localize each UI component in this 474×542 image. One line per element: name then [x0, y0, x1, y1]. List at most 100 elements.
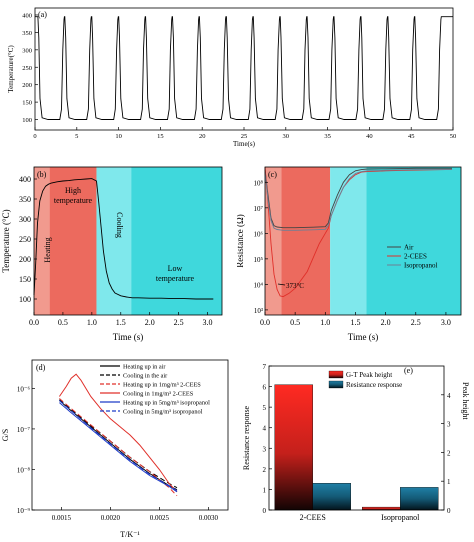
chart-b-region: [96, 167, 132, 315]
chart-c-ytick-label: 10⁵: [254, 256, 264, 264]
chart-a-ylabel: Temperature(°C): [7, 45, 15, 93]
chart-c-xtick-label: 1.5: [350, 318, 360, 327]
chart-a-ytick-label: 150: [22, 100, 32, 107]
chart-a-frame: [34, 7, 454, 131]
chart-b-xlabel: Time (s): [113, 332, 143, 342]
chart-e-bar: [312, 483, 351, 511]
chart-e-ylabel: Resistance response: [242, 405, 251, 470]
chart-e-ytick-label: 6: [263, 384, 267, 392]
chart-d-xtick-label: 0.0025: [150, 514, 170, 522]
chart-e-ytick-label: 2: [263, 466, 267, 474]
chart-b-region-low-1: Low: [168, 264, 183, 273]
chart-c-panel-label: (c): [268, 170, 277, 179]
chart-c-series-line: [264, 166, 452, 298]
chart-b-region-high-1: High: [65, 186, 81, 195]
chart-d-series-line: [59, 400, 178, 491]
chart-e-category-label: Isopropanol: [381, 513, 420, 522]
chart-c-ytick-label: 10⁷: [254, 205, 264, 213]
chart-e-bar: [400, 487, 439, 511]
chart-a-panel-label: (a): [38, 10, 47, 19]
chart-a-ytick-label: 400: [22, 12, 32, 19]
chart-b-xtick-label: 3.0: [203, 318, 213, 327]
chart-b-xtick-label: 0.5: [58, 318, 68, 327]
chart-a-xtick-label: 15: [157, 133, 164, 140]
chart-a-ytick-label: 350: [22, 30, 32, 37]
chart-b-xtick-label: 2.5: [174, 318, 184, 327]
chart-b-region: [49, 167, 97, 315]
chart-a-xtick-label: 0: [33, 133, 36, 140]
chart-e-ytick-label: 7: [263, 363, 267, 371]
chart-c-annotation: 373°C: [286, 282, 304, 290]
chart-b-region-high-2: temperature: [54, 196, 93, 205]
chart-c-legend-label: Isopropanol: [404, 262, 437, 270]
chart-b-ytick-label: 400: [19, 175, 31, 184]
chart-c-series-line: [264, 169, 452, 231]
chart-d-legend-label: Heating up in 1mg/m³ 2-CEES: [123, 382, 201, 389]
chart-e-legend-label: Resistance response: [346, 381, 402, 389]
chart-b-ytick-label: 300: [19, 215, 31, 224]
chart-c-region: [366, 167, 461, 315]
chart-d-legend-label: Heating up in 5mg/m³ isopropanol: [123, 400, 210, 407]
chart-e-y2tick-label: 1: [447, 478, 451, 486]
chart-d-xtick-label: 0.0015: [52, 514, 72, 522]
chart-b-xtick-label: 1.5: [116, 318, 126, 327]
chart-c-region: [330, 167, 367, 315]
chart-e: (e) G-T Peak height Resistance response 0…: [242, 363, 470, 522]
chart-b-frame: [33, 166, 223, 316]
chart-e-bar: [274, 384, 313, 511]
chart-a-ytick-label: 250: [22, 65, 32, 72]
chart-b-xtick-label: 2.0: [145, 318, 155, 327]
chart-a-ytick-label: 300: [22, 47, 32, 54]
chart-e-y2tick-label: 0: [447, 507, 451, 515]
chart-e-y2label: Peak height: [461, 382, 470, 420]
chart-a-xtick-label: 25: [241, 133, 248, 140]
chart-c-xtick-label: 1.0: [320, 318, 330, 327]
chart-c-ytick-label: 10⁶: [254, 230, 264, 238]
chart-c-ytick-label: 10³: [254, 307, 263, 315]
chart-c-ylabel: Resistance (Ω): [237, 214, 245, 267]
chart-e-legend-swatch: [328, 370, 344, 379]
chart-d-legend-label: Cooling in 5mg/m³ isopropanol: [123, 409, 203, 416]
chart-b-region-heating: Heating: [43, 237, 52, 262]
chart-b-ylabel: Temperature (°C): [1, 209, 11, 272]
chart-b-region-cooling: Cooling: [115, 212, 124, 238]
chart-c-region: [281, 167, 331, 315]
chart-a-ytick-label: 100: [22, 117, 32, 124]
chart-e-panel-label: (e): [404, 366, 413, 375]
chart-e-frame: [268, 365, 445, 511]
chart-e-legend-label: G-T Peak height: [346, 371, 392, 379]
chart-d-panel-label: (d): [36, 363, 46, 372]
chart-a-series-line: [35, 16, 453, 120]
chart-b-region-low-2: temperature: [156, 274, 195, 283]
chart-b-series-line: [33, 178, 214, 300]
chart-a-ytick-label: 200: [22, 82, 32, 89]
chart-c-xtick-label: 2.0: [381, 318, 391, 327]
chart-d-legend-label: Heating up in air: [123, 364, 166, 371]
chart-c-xtick-label: 3.0: [441, 318, 451, 327]
chart-b-ytick-label: 250: [19, 235, 31, 244]
chart-e-ytick-label: 3: [263, 445, 267, 453]
chart-e-y2tick-label: 3: [447, 421, 451, 429]
chart-e-ytick-label: 0: [263, 507, 267, 515]
chart-e-ytick-label: 1: [263, 486, 267, 494]
chart-b-region: [131, 167, 222, 315]
chart-a-xtick-label: 10: [115, 133, 122, 140]
chart-e-category-label: 2-CEES: [300, 513, 326, 522]
chart-b-ytick-label: 200: [19, 255, 31, 264]
chart-a-xtick-label: 45: [408, 133, 415, 140]
chart-c-series-line: [264, 167, 452, 229]
chart-b-panel-label: (b): [37, 170, 47, 179]
chart-e-bar: [362, 506, 401, 511]
chart-b: Heating High temperature Cooling Low tem…: [1, 166, 223, 342]
chart-c-ytick-label: 10⁸: [254, 179, 264, 187]
chart-b-ytick-label: 350: [19, 195, 31, 204]
chart-c-ytick-label: 10⁴: [254, 281, 264, 289]
chart-a-xtick-label: 20: [199, 133, 206, 140]
chart-c-xtick-label: 0.5: [290, 318, 300, 327]
chart-d-series-line: [58, 373, 178, 493]
chart-d-ytick-label: 10⁻⁶: [17, 385, 31, 393]
chart-d-series-line: [59, 402, 178, 493]
chart-b-ytick-label: 150: [19, 275, 31, 284]
chart-d-ytick-label: 10⁻⁸: [17, 466, 31, 474]
chart-e-y2tick-label: 2: [447, 449, 451, 457]
